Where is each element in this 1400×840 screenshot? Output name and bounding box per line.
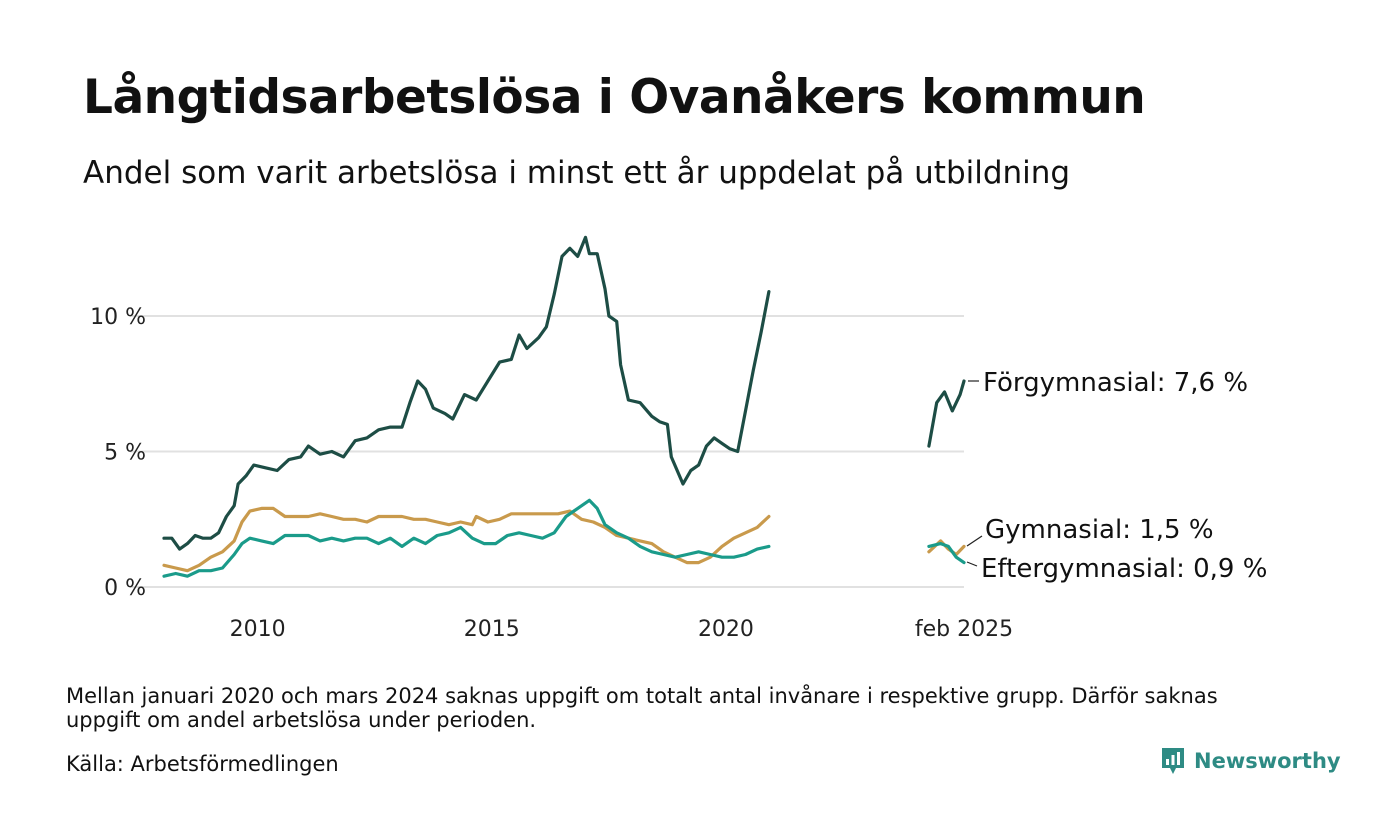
series-line-forgymnasial-2024 — [927, 379, 966, 448]
series-label-forgymnasial: Förgymnasial: 7,6 % — [983, 368, 1248, 398]
chart-title: Långtidsarbetslösa i Ovanåkers kommun — [83, 70, 1146, 125]
series-label-gymnasial: Gymnasial: 1,5 % — [985, 515, 1214, 545]
series-lines — [162, 235, 966, 578]
series-end-labels: Förgymnasial: 7,6 % Gymnasial: 1,5 % Efter… — [966, 368, 1267, 584]
series-label-eftergymnasial: Eftergymnasial: 0,9 % — [981, 554, 1267, 584]
series-line-forgymnasial-2008 — [162, 235, 771, 551]
footnote: Mellan januari 2020 och mars 2024 saknas… — [66, 684, 1218, 732]
label-leader-line — [966, 535, 983, 547]
chart-subtitle: Andel som varit arbetslösa i minst ett å… — [83, 155, 1071, 191]
newsworthy-logo-icon — [1162, 748, 1184, 774]
y-tick-label: 10 % — [90, 305, 146, 330]
y-tick-label: 0 % — [104, 576, 146, 601]
series-line-gymnasial-2024 — [927, 539, 966, 557]
line-chart: 0 % 5 % 10 % 2010 2015 2020 feb 2025 Förgymna… — [90, 235, 1267, 642]
y-axis-tick-labels: 0 % 5 % 10 % — [90, 305, 146, 601]
x-tick-label: 2015 — [464, 617, 520, 642]
x-tick-label: feb 2025 — [915, 617, 1013, 642]
source-text: Källa: Arbetsförmedlingen — [66, 752, 339, 776]
label-leader-line — [966, 561, 978, 567]
brand-name: Newsworthy — [1194, 749, 1341, 773]
series-line-eftergymnasial-2024 — [927, 542, 966, 565]
grid-lines — [130, 315, 964, 588]
x-tick-label: 2010 — [230, 617, 286, 642]
series-line-gymnasial-2008 — [162, 506, 771, 573]
series-line-eftergymnasial-2008 — [162, 498, 771, 578]
x-axis-tick-labels: 2010 2015 2020 feb 2025 — [230, 617, 1013, 642]
x-tick-label: 2020 — [698, 617, 754, 642]
y-tick-label: 5 % — [104, 441, 146, 466]
newsworthy-logo: Newsworthy — [1160, 746, 1341, 776]
